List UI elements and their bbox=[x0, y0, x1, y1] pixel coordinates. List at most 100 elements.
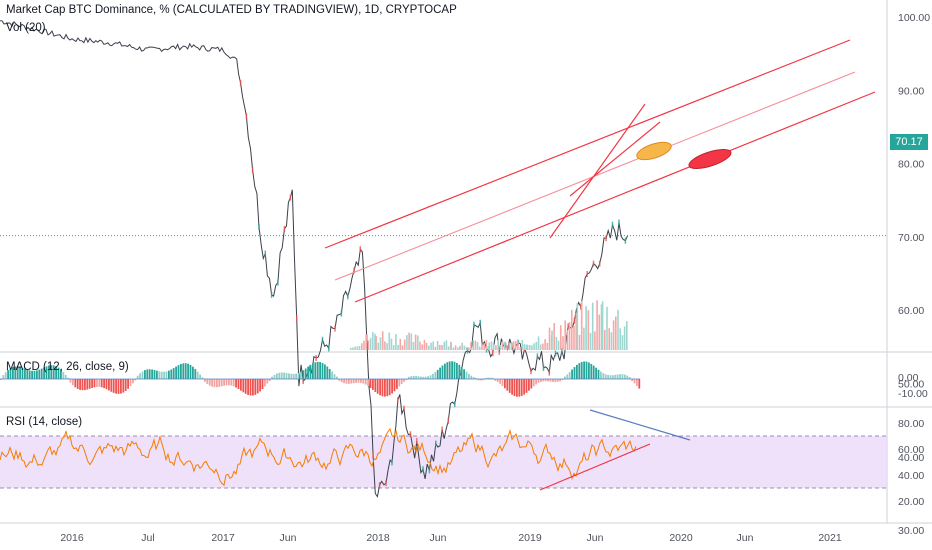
volume-bar bbox=[434, 346, 437, 350]
macd-bar bbox=[573, 367, 576, 379]
macd-bar bbox=[50, 365, 53, 379]
macd-bar bbox=[470, 375, 473, 379]
rsi-support-trendline bbox=[539, 443, 651, 491]
macd-bar bbox=[112, 379, 115, 393]
macd-bar bbox=[369, 379, 372, 388]
macd-bar bbox=[129, 379, 132, 387]
volume-bar bbox=[408, 332, 410, 350]
macd-bar bbox=[280, 372, 283, 379]
volume-bar bbox=[610, 332, 613, 350]
macd-bar bbox=[501, 379, 504, 386]
volume-bar bbox=[499, 345, 502, 350]
volume-bar bbox=[615, 316, 617, 350]
volume-bar bbox=[465, 346, 468, 350]
volume-bar bbox=[521, 339, 524, 350]
macd-bar bbox=[148, 369, 151, 379]
volume-bar bbox=[594, 331, 596, 350]
volume-bar bbox=[481, 343, 483, 350]
macd-bar bbox=[492, 377, 494, 379]
macd-bar bbox=[136, 375, 139, 379]
macd-bar bbox=[0, 379, 2, 380]
macd-bar bbox=[31, 370, 33, 379]
macd-bar bbox=[333, 374, 336, 379]
macd-bar bbox=[403, 379, 405, 382]
volume-bar bbox=[367, 340, 370, 350]
macd-bar bbox=[626, 375, 629, 379]
macd-bar bbox=[453, 361, 456, 379]
macd-bar bbox=[381, 379, 384, 397]
macd-bar bbox=[256, 379, 259, 394]
macd-bar bbox=[182, 363, 185, 379]
macd-bar bbox=[475, 377, 477, 379]
macd-bar bbox=[103, 379, 105, 389]
volume-bar bbox=[531, 345, 533, 350]
time-axis-tick: Jun bbox=[587, 532, 604, 544]
macd-bar bbox=[304, 368, 307, 379]
volume-bar bbox=[467, 347, 470, 350]
volume-bar bbox=[501, 341, 504, 350]
macd-bar bbox=[144, 370, 146, 379]
volume-bar bbox=[598, 314, 601, 350]
macd-bar bbox=[170, 369, 173, 379]
volume-bar bbox=[461, 342, 463, 350]
volume-bar bbox=[354, 346, 356, 350]
volume-bar bbox=[585, 306, 587, 350]
volume-bar bbox=[436, 341, 439, 350]
volume-bar bbox=[492, 344, 495, 350]
volume-bar bbox=[548, 327, 551, 350]
macd-bar bbox=[398, 379, 401, 387]
macd-indicator-label[interactable]: MACD (12, 26, close, 9) bbox=[6, 361, 129, 373]
macd-bar bbox=[372, 379, 374, 390]
macd-bar bbox=[60, 369, 62, 379]
volume-bar bbox=[575, 313, 577, 350]
macd-bar bbox=[240, 379, 242, 391]
rsi-axis-tick: 60.00 bbox=[898, 444, 924, 456]
macd-bar bbox=[211, 379, 213, 387]
volume-bar bbox=[441, 345, 443, 350]
macd-bar bbox=[638, 379, 641, 389]
macd-axis-tick: -10.00 bbox=[898, 388, 928, 400]
volume-bar bbox=[397, 344, 399, 350]
volume-bar bbox=[596, 300, 598, 350]
volume-bar bbox=[626, 321, 628, 350]
macd-bar bbox=[439, 367, 441, 379]
price-axis-tick: 30.00 bbox=[898, 525, 924, 537]
macd-bar bbox=[552, 379, 554, 382]
macd-bar bbox=[444, 363, 446, 379]
macd-bar bbox=[273, 374, 276, 379]
macd-bar bbox=[367, 379, 369, 387]
macd-bar bbox=[597, 369, 600, 379]
macd-bar bbox=[244, 379, 247, 394]
volume-bar bbox=[386, 343, 388, 350]
macd-bar bbox=[348, 379, 350, 384]
time-axis-tick: 2017 bbox=[211, 532, 235, 544]
macd-bar bbox=[276, 373, 278, 379]
volume-bar bbox=[428, 345, 430, 350]
time-axis-tick: Jul bbox=[141, 532, 154, 544]
volume-bar bbox=[439, 344, 441, 350]
volume-bar bbox=[349, 347, 352, 350]
macd-bar bbox=[417, 376, 420, 379]
rsi-indicator-label[interactable]: RSI (14, close) bbox=[6, 416, 83, 428]
macd-bar bbox=[494, 379, 497, 381]
macd-bar bbox=[436, 369, 439, 379]
macd-bar bbox=[465, 371, 468, 379]
target-ellipse-orange bbox=[636, 141, 672, 161]
volume-bar bbox=[514, 341, 517, 350]
volume-bar bbox=[375, 336, 377, 350]
macd-bar bbox=[108, 379, 110, 391]
volume-bar bbox=[363, 340, 365, 350]
macd-bar bbox=[343, 379, 345, 384]
macd-bar bbox=[72, 379, 74, 386]
macd-bar bbox=[540, 379, 542, 382]
macd-bar bbox=[45, 366, 48, 379]
macd-bar bbox=[357, 379, 360, 383]
macd-bar bbox=[40, 368, 43, 379]
volume-bar bbox=[562, 336, 564, 350]
macd-bar bbox=[26, 369, 29, 379]
chart-title: Market Cap BTC Dominance, % (CALCULATED … bbox=[6, 4, 457, 16]
volume-bar bbox=[425, 342, 428, 350]
volume-indicator-label[interactable]: Vol (20) bbox=[6, 22, 46, 34]
price-series-line bbox=[0, 20, 628, 498]
